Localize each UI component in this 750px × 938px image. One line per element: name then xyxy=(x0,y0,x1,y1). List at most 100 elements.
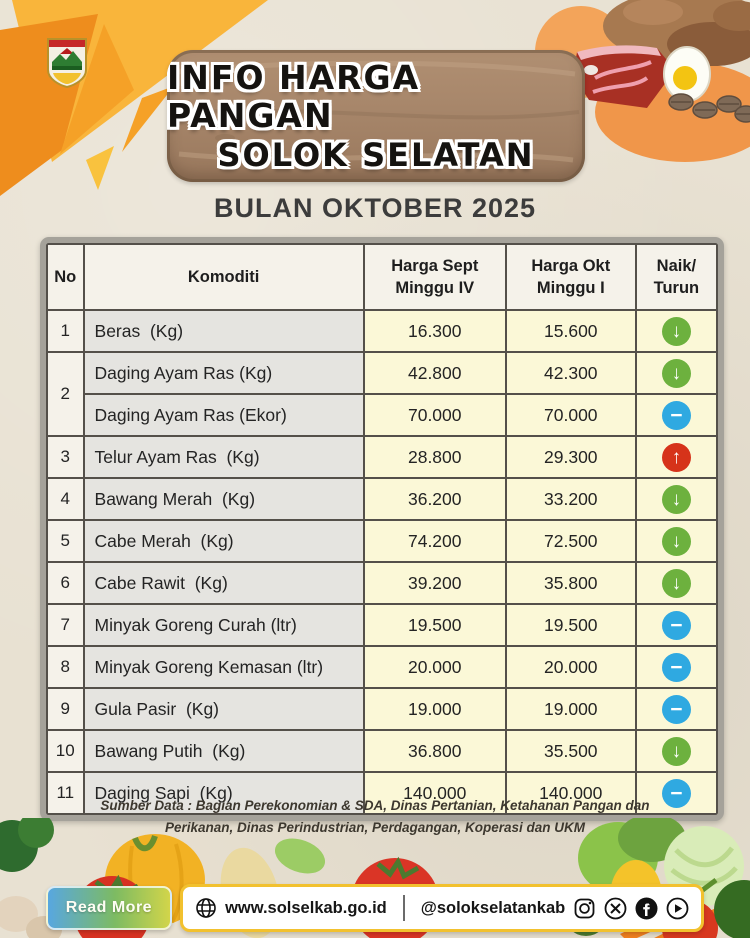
commodity-name: Cabe Rawit (Kg) xyxy=(82,561,365,605)
commodity-name: Telur Ayam Ras (Kg) xyxy=(82,435,365,479)
table-row: 5 Cabe Merah (Kg) 74.200 72.500 xyxy=(46,519,718,563)
source-line1: Sumber Data : Bagian Perekonomian & SDA,… xyxy=(100,798,650,813)
trend-icon xyxy=(661,442,691,472)
trend-icon xyxy=(661,526,691,556)
bottom-link-bar: Read More www.solselkab.go.id @soloksela… xyxy=(0,884,750,932)
table-row: Daging Ayam Ras (Ekor) 70.000 70.000 xyxy=(47,393,718,437)
commodity-name: Minyak Goreng Curah (ltr) xyxy=(82,603,365,647)
price-sept: 36.800 xyxy=(362,729,507,773)
trend-icon xyxy=(661,316,691,346)
x-icon[interactable] xyxy=(604,897,627,920)
trend-icon xyxy=(661,610,691,640)
commodity-name: Daging Ayam Ras (Kg) xyxy=(82,351,365,395)
col-header-harga-sept: Harga Sept Minggu IV xyxy=(362,243,507,311)
price-okt: 19.000 xyxy=(504,687,637,731)
trend-icon xyxy=(661,400,691,430)
table-row: 10 Bawang Putih (Kg) 36.800 35.500 xyxy=(46,729,718,773)
commodity-name: Daging Ayam Ras (Ekor) xyxy=(82,393,365,437)
price-sept: 74.200 xyxy=(362,519,507,563)
youtube-icon[interactable] xyxy=(666,897,689,920)
table-row: 6 Cabe Rawit (Kg) 39.200 35.800 xyxy=(46,561,718,605)
price-okt: 35.800 xyxy=(504,561,637,605)
price-sept: 39.200 xyxy=(362,561,507,605)
price-table-frame: No Komoditi Harga Sept Minggu IV Harga O… xyxy=(40,237,724,821)
read-more-button[interactable]: Read More xyxy=(45,886,173,930)
price-sept: 42.800 xyxy=(362,351,507,395)
price-okt: 35.500 xyxy=(504,729,637,773)
title-plank: INFO HARGA PANGAN SOLOK SELATAN xyxy=(167,50,585,182)
col-header-no: No xyxy=(46,243,85,311)
row-number: 9 xyxy=(46,687,85,731)
table-row: 9 Gula Pasir (Kg) 19.000 19.000 xyxy=(46,687,718,731)
price-okt: 72.500 xyxy=(504,519,637,563)
commodity-name: Daging Sapi (Kg) xyxy=(82,771,365,815)
commodity-name: Bawang Putih (Kg) xyxy=(82,729,365,773)
data-source-note: Sumber Data : Bagian Perekonomian & SDA,… xyxy=(55,795,695,838)
price-sept: 16.300 xyxy=(362,309,507,353)
source-line2: Perikanan, Dinas Perindustrian, Perdagan… xyxy=(164,819,586,835)
facebook-icon[interactable] xyxy=(635,897,658,920)
price-okt: 140.000 xyxy=(504,771,637,815)
row-number: 1 xyxy=(46,309,85,353)
wood-grain xyxy=(172,60,580,163)
table-row: 8 Minyak Goreng Kemasan (ltr) 20.000 20.… xyxy=(46,645,718,689)
col-header-harga-okt: Harga Okt Minggu I xyxy=(504,243,637,311)
price-sept: 19.000 xyxy=(362,687,507,731)
price-sept: 70.000 xyxy=(362,393,507,437)
col-header-naik-turun: Naik/ Turun xyxy=(634,243,718,311)
trend-icon xyxy=(661,736,691,766)
commodity-name: Minyak Goreng Kemasan (ltr) xyxy=(82,645,365,689)
globe-icon xyxy=(195,897,217,919)
price-okt: 42.300 xyxy=(504,351,637,395)
trend-icon xyxy=(661,358,691,388)
row-number: 6 xyxy=(46,561,85,605)
price-okt: 29.300 xyxy=(504,435,637,479)
price-table: No Komoditi Harga Sept Minggu IV Harga O… xyxy=(46,243,718,815)
month-subtitle: BULAN OKTOBER 2025 xyxy=(213,193,537,223)
solok-selatan-crest-logo xyxy=(47,38,87,89)
social-handle[interactable]: @solokselatankab xyxy=(420,898,566,917)
table-row: 11 Daging Sapi (Kg) 140.000 140.000 xyxy=(46,771,718,815)
trend-icon xyxy=(661,778,691,808)
price-sept: 20.000 xyxy=(362,645,507,689)
price-sept: 140.000 xyxy=(362,771,507,815)
table-row: 4 Bawang Merah (Kg) 36.200 33.200 xyxy=(46,477,718,521)
trend-icon xyxy=(661,568,691,598)
price-okt: 70.000 xyxy=(504,393,637,437)
row-number: 5 xyxy=(46,519,85,563)
price-sept: 36.200 xyxy=(362,477,507,521)
row-number: 10 xyxy=(46,729,85,773)
col-header-komoditi: Komoditi xyxy=(82,243,365,311)
price-sept: 28.800 xyxy=(362,435,507,479)
trend-icon xyxy=(661,652,691,682)
row-number: 4 xyxy=(46,477,85,521)
table-row: 1 Beras (Kg) 16.300 15.600 xyxy=(46,309,718,353)
row-number: 8 xyxy=(46,645,85,689)
price-okt: 33.200 xyxy=(504,477,637,521)
commodity-name: Cabe Merah (Kg) xyxy=(82,519,365,563)
divider xyxy=(402,895,405,921)
price-okt: 19.500 xyxy=(504,603,637,647)
poster-title-line2: SOLOK SELATAN xyxy=(217,135,535,174)
table-row: 3 Telur Ayam Ras (Kg) 28.800 29.300 xyxy=(46,435,718,479)
commodity-name: Gula Pasir (Kg) xyxy=(82,687,365,731)
price-okt: 20.000 xyxy=(504,645,637,689)
contact-pill: www.solselkab.go.id @solokselatankab xyxy=(180,884,705,932)
instagram-icon[interactable] xyxy=(573,897,596,920)
row-number: 11 xyxy=(46,771,85,815)
price-sept: 19.500 xyxy=(362,603,507,647)
header-row: No Komoditi Harga Sept Minggu IV Harga O… xyxy=(46,243,718,311)
row-number: 3 xyxy=(46,435,85,479)
poster-title-line1: INFO HARGA PANGAN xyxy=(167,57,421,135)
trend-icon xyxy=(661,484,691,514)
commodity-name: Beras (Kg) xyxy=(82,309,365,353)
table-row: 7 Minyak Goreng Curah (ltr) 19.500 19.50… xyxy=(46,603,718,647)
website-link[interactable]: www.solselkab.go.id xyxy=(225,898,387,917)
commodity-name: Bawang Merah (Kg) xyxy=(82,477,365,521)
price-okt: 15.600 xyxy=(504,309,637,353)
trend-icon xyxy=(661,694,691,724)
row-number: 2 xyxy=(46,351,85,437)
row-number: 7 xyxy=(46,603,85,647)
table-row: 2 Daging Ayam Ras (Kg) 42.800 42.300 xyxy=(46,351,718,437)
